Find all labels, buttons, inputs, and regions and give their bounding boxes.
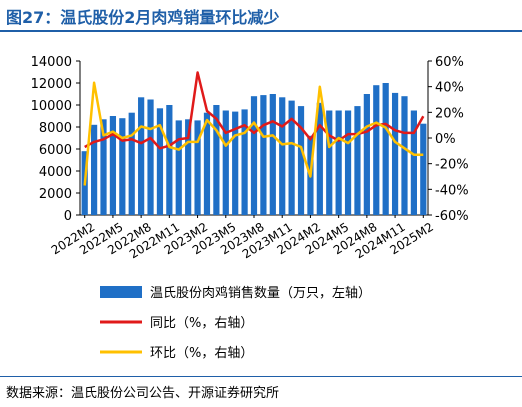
chart-svg: 0 2000 4000 6000 8000 10000 12000 14000 -60% -40%… xyxy=(31,55,469,361)
bar xyxy=(297,106,305,215)
bar xyxy=(288,100,295,215)
bar xyxy=(279,97,286,215)
bar xyxy=(335,110,342,215)
chart-title: 图27：温氏股份2月肉鸡销量环比减少 xyxy=(6,8,280,27)
right-tick-label: 0% xyxy=(435,132,456,147)
lines-layer xyxy=(83,71,425,186)
bar xyxy=(420,123,427,215)
bar xyxy=(109,116,117,215)
bar xyxy=(410,110,417,215)
left-tick-label: 8000 xyxy=(39,121,72,136)
footer-rule xyxy=(0,376,522,377)
bar xyxy=(138,97,145,215)
mom-line xyxy=(83,81,424,186)
bar xyxy=(128,112,135,215)
data-source: 数据来源：温氏股份公司公告、开源证券研究所 xyxy=(6,386,280,401)
left-tick-label: 0 xyxy=(64,209,72,224)
left-tick-label: 10000 xyxy=(31,99,72,114)
right-tick-label: -40% xyxy=(435,183,469,198)
bar xyxy=(382,83,389,215)
bar xyxy=(260,95,267,215)
bar xyxy=(222,110,229,215)
left-tick-label: 4000 xyxy=(39,165,72,180)
title-rule xyxy=(0,30,522,32)
right-tick-label: 20% xyxy=(435,106,464,121)
bar xyxy=(185,119,192,215)
left-tick-label: 6000 xyxy=(39,143,72,158)
bar xyxy=(363,94,370,215)
bar xyxy=(391,92,399,215)
legend-label-mom: 环比（%，右轴） xyxy=(150,346,253,361)
bar xyxy=(232,111,239,215)
left-tick-label: 12000 xyxy=(31,77,72,92)
bar xyxy=(316,102,323,215)
bar xyxy=(175,120,182,215)
legend-bar-swatch xyxy=(100,286,142,298)
bar xyxy=(166,105,173,215)
legend-layer: 温氏股份肉鸡销售数量（万只，左轴） 同比（%，右轴） 环比（%，右轴） xyxy=(100,285,371,361)
left-tick-label: 14000 xyxy=(31,55,72,70)
bar xyxy=(100,119,107,215)
bar xyxy=(194,120,201,215)
bar xyxy=(241,109,248,215)
bar xyxy=(344,110,352,215)
bar xyxy=(213,105,220,215)
right-tick-label: 60% xyxy=(435,55,464,70)
bar xyxy=(373,85,380,215)
bar xyxy=(250,96,258,215)
yoy-line xyxy=(84,71,425,150)
bar xyxy=(354,106,361,215)
bar xyxy=(203,112,211,215)
right-tick-label: -20% xyxy=(435,158,469,173)
bar xyxy=(269,94,276,215)
right-tick-label: -60% xyxy=(435,209,469,224)
bar xyxy=(156,108,164,215)
bars-layer xyxy=(81,83,427,215)
legend-label-bar: 温氏股份肉鸡销售数量（万只，左轴） xyxy=(150,285,371,301)
bar xyxy=(326,110,333,215)
bar xyxy=(91,124,98,215)
bar xyxy=(119,118,126,215)
right-tick-label: 40% xyxy=(435,81,464,96)
bar xyxy=(401,96,408,215)
legend-label-yoy: 同比（%，右轴） xyxy=(150,316,253,331)
left-tick-label: 2000 xyxy=(39,187,72,202)
bar xyxy=(147,99,154,215)
